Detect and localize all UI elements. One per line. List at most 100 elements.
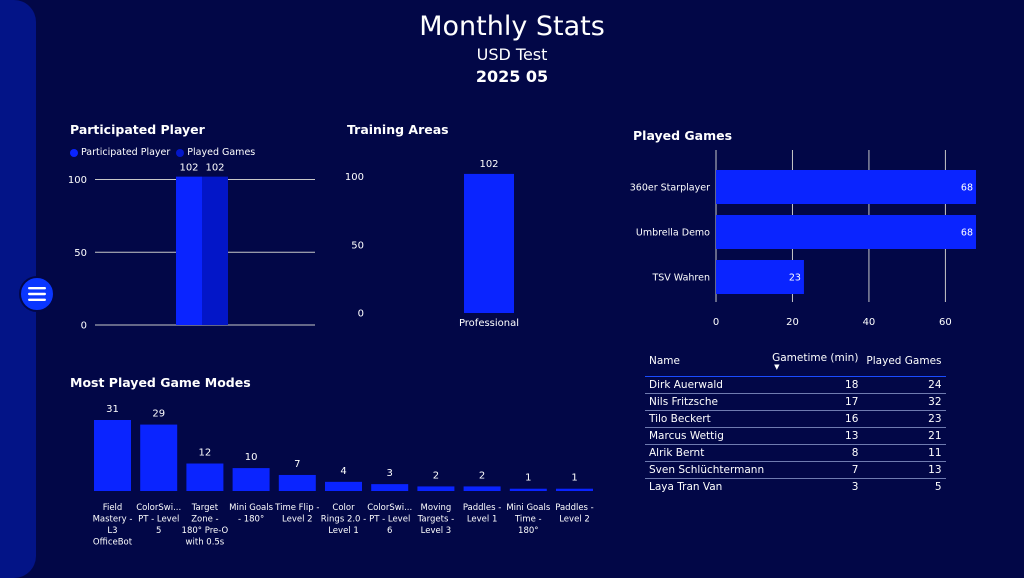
page-title: Monthly Stats <box>419 11 605 42</box>
player-name-cell: Marcus Wettig <box>645 427 769 445</box>
legend-swatch <box>176 148 185 157</box>
table-row[interactable]: Dirk Auerwald 18 24 <box>645 376 946 394</box>
player-name-cell: Dirk Auerwald <box>645 376 769 394</box>
data-label: 1 <box>571 473 577 484</box>
x-category-label-line: Time Flip - <box>274 503 319 513</box>
gametime-cell: 13 <box>768 427 863 445</box>
table-row[interactable]: Sven Schlüchtermann 7 13 <box>645 461 946 479</box>
participated-chart-title: Participated Player <box>70 122 205 137</box>
x-category-label: Mini Goals Time -180° <box>506 503 551 536</box>
training-chart-title: Training Areas <box>347 122 449 137</box>
table-row[interactable]: Nils Fritzsche 17 32 <box>645 393 946 411</box>
x-category-label-line: Level 1 <box>467 515 498 525</box>
played-games-cell: 23 <box>862 410 946 428</box>
data-label: 102 <box>179 163 198 174</box>
legend-swatch <box>70 148 78 157</box>
bar-played-games[interactable] <box>202 176 228 325</box>
report-period: 2025 05 <box>475 67 549 86</box>
x-category-label-line: 5 <box>156 526 161 536</box>
played-games-cell: 24 <box>862 376 946 394</box>
table-row[interactable]: Laya Tran Van 3 5 <box>645 479 946 496</box>
x-category-label-line: Moving <box>421 503 452 513</box>
column-header-name[interactable]: Name <box>645 350 769 377</box>
gametime-cell: 3 <box>851 481 859 493</box>
x-category-label-line: PT - Level <box>369 515 410 525</box>
x-category-label-line: 180° <box>518 526 538 536</box>
x-category-label: Time Flip - Level 2 <box>274 503 319 525</box>
data-label: 2 <box>433 470 439 481</box>
data-label: 3 <box>387 468 393 479</box>
table-row[interactable]: Marcus Wettig 13 21 <box>645 427 946 445</box>
bar-game-mode[interactable] <box>463 486 501 491</box>
bar-game-mode[interactable] <box>417 486 455 491</box>
played-games-cell: 32 <box>862 393 946 411</box>
bar-game-mode[interactable] <box>371 484 409 491</box>
menu-button[interactable] <box>19 276 55 312</box>
bar-game-mode[interactable] <box>509 488 547 491</box>
x-category-label-line: L3 <box>107 526 117 536</box>
x-tick-label: 20 <box>786 317 799 328</box>
y-category-label: Umbrella Demo <box>636 228 710 239</box>
x-category-label-line: Time - <box>514 515 542 525</box>
player-name-cell: Alrik Bernt <box>645 444 769 462</box>
bar-game-mode[interactable] <box>140 424 178 491</box>
played-games-cell: 21 <box>862 427 946 445</box>
gametime-cell: 8 <box>768 444 863 462</box>
bar-played-game[interactable] <box>716 260 804 294</box>
data-label: 2 <box>479 470 485 481</box>
x-category-label: Mini Goals - 180° <box>229 503 274 525</box>
x-category-label-line: PT - Level <box>138 515 179 525</box>
bar-game-mode[interactable] <box>94 420 131 491</box>
legend-item-played-games[interactable]: Played Games <box>176 147 255 158</box>
bar-game-mode[interactable] <box>278 474 316 491</box>
y-tick-label: 100 <box>345 172 364 183</box>
played-games-chart: 0 20 40 60 360er Starplayer 68 Umbrella Demo 68… <box>630 150 976 328</box>
bar-training-area[interactable] <box>464 173 514 313</box>
bar-played-game[interactable] <box>716 215 976 249</box>
gametime-cell: 16 <box>768 410 863 428</box>
bar-participated[interactable] <box>176 176 202 325</box>
x-category-label: Paddles - Level 1 <box>463 503 502 525</box>
x-category-label-line: Mini Goals <box>506 503 551 513</box>
data-label: 7 <box>294 459 300 470</box>
x-category-label-line: Paddles - <box>463 503 502 513</box>
bar-played-game[interactable] <box>716 170 976 204</box>
x-category-label-line: - 180° <box>238 515 264 525</box>
player-stats-table: Name Gametime (min) ▼ Played Games Dirk … <box>645 350 946 495</box>
data-label: 1 <box>525 473 531 484</box>
hamburger-menu-icon <box>28 287 46 301</box>
legend-item-participated[interactable]: Participated Player <box>70 147 170 158</box>
bar-game-mode[interactable] <box>232 468 270 491</box>
legend-label: Participated Player <box>81 147 171 158</box>
x-category-label-line: Level 2 <box>282 515 313 525</box>
data-label: 10 <box>245 452 258 463</box>
played-games-chart-title: Played Games <box>633 128 733 143</box>
page-subtitle: USD Test <box>476 45 548 64</box>
table-row[interactable]: Tilo Beckert 16 23 <box>645 410 946 428</box>
x-category-label-line: ColorSwi... <box>136 503 181 513</box>
bar-game-mode[interactable] <box>556 488 593 491</box>
bar-game-mode[interactable] <box>325 481 362 491</box>
x-category-label: Paddles - Level 2 <box>555 503 594 525</box>
column-header-gametime[interactable]: Gametime (min) ▼ <box>768 350 863 377</box>
data-label: 12 <box>199 448 212 459</box>
data-label: 102 <box>479 159 498 170</box>
x-category-label-line: Mastery - <box>93 515 133 525</box>
table-row[interactable]: Alrik Bernt 8 11 <box>645 444 946 462</box>
gametime-cell: 17 <box>768 393 863 411</box>
participated-player-chart: 0 50 100 102 102 <box>68 163 315 332</box>
x-category-label-line: 6 <box>387 526 392 536</box>
x-category-label-line: ColorSwi... <box>367 503 412 513</box>
bar-game-mode[interactable] <box>186 463 224 491</box>
player-name-cell: Tilo Beckert <box>645 410 769 428</box>
column-header-gametime-label: Gametime (min) <box>772 352 859 364</box>
x-category-label-line: OfficeBot <box>93 538 133 548</box>
column-header-played-games[interactable]: Played Games <box>862 350 946 377</box>
x-category-label: ColorSwi... PT - Level 6 <box>367 503 412 536</box>
y-tick-label: 0 <box>81 321 87 332</box>
legend-label: Played Games <box>187 147 256 158</box>
x-category-label: Professional <box>459 318 519 329</box>
y-tick-label: 50 <box>74 248 87 259</box>
data-label: 31 <box>106 404 119 415</box>
